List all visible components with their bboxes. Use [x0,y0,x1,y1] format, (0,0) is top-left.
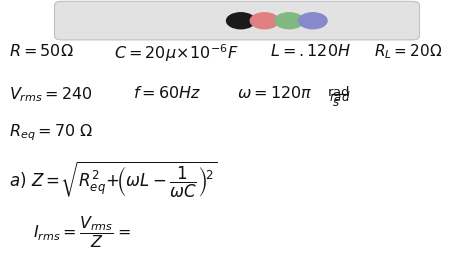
Text: $R = 50\Omega$: $R = 50\Omega$ [9,43,74,59]
Text: A: A [185,14,194,27]
Text: $f{=}60Hz$: $f{=}60Hz$ [133,85,201,101]
Text: $\omega{=}120\pi$: $\omega{=}120\pi$ [237,85,312,101]
Text: ▣: ▣ [202,14,213,27]
Text: ↗: ↗ [116,14,126,27]
Text: ✕: ✕ [151,14,162,27]
Text: $I_{rms} = \dfrac{V_{rms}}{Z} =$: $I_{rms} = \dfrac{V_{rms}}{Z} =$ [33,214,131,250]
Text: $rad$: $rad$ [329,90,351,105]
Text: $L = .120H$: $L = .120H$ [270,43,351,59]
Text: $C = 20\mu\!\times\!10^{-6}F$: $C = 20\mu\!\times\!10^{-6}F$ [114,43,238,64]
Text: ↻: ↻ [97,14,107,27]
Text: ◇: ◇ [134,14,143,27]
Text: $\mathregular{rad}$: $\mathregular{rad}$ [327,85,350,99]
Text: $R_{eq}{=}70\ \Omega$: $R_{eq}{=}70\ \Omega$ [9,122,94,143]
Text: $s$: $s$ [332,96,340,109]
Text: $a)\ Z{=}\!\sqrt{R_{eq}^{2}{+}\!\left(\omega L - \dfrac{1}{\omega C}\right)^{\!2: $a)\ Z{=}\!\sqrt{R_{eq}^{2}{+}\!\left(\o… [9,160,218,200]
Text: $V_{rms}{=}240$: $V_{rms}{=}240$ [9,85,93,104]
Text: ↺: ↺ [78,14,88,27]
Text: $R_L{=}20\Omega$: $R_L{=}20\Omega$ [374,43,443,61]
Text: /: / [171,14,175,27]
